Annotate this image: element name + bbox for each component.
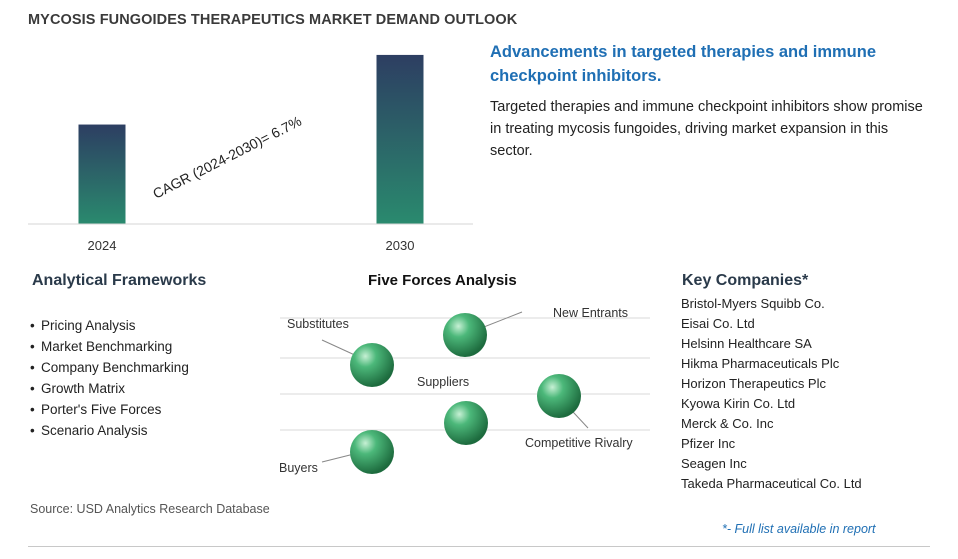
frameworks-title: Analytical Frameworks [32, 272, 207, 289]
highlight-body: Targeted therapies and immune checkpoint… [490, 99, 923, 159]
list-item: Seagen Inc [681, 456, 747, 471]
list-item: • Pricing Analysis [30, 318, 136, 333]
source-note: Source: USD Analytics Research Database [30, 502, 270, 516]
list-item: Takeda Pharmaceutical Co. Ltd [681, 476, 862, 491]
bottom-divider [28, 546, 930, 547]
buyers-label: Buyers [279, 461, 318, 475]
list-item: • Scenario Analysis [30, 423, 148, 438]
list-item: Merck & Co. Inc [681, 416, 774, 431]
list-item: Eisai Co. Ltd [681, 316, 755, 331]
page-title: MYCOSIS FUNGOIDES THERAPEUTICS MARKET DE… [28, 12, 518, 28]
substitutes-sphere [350, 343, 394, 387]
suppliers-sphere [444, 401, 488, 445]
new-entrants-label: New Entrants [553, 306, 628, 320]
x-tick-label: 2024 [88, 238, 117, 253]
list-item: • Growth Matrix [30, 381, 126, 396]
new-entrants-sphere [443, 313, 487, 357]
competitive-rivalry-sphere [537, 374, 581, 418]
highlight-title: Advancements in targeted therapies and i… [490, 43, 877, 85]
buyers-sphere [350, 430, 394, 474]
footnote: *- Full list available in report [722, 522, 876, 536]
list-item: Bristol-Myers Squibb Co. [681, 296, 825, 311]
list-item: Kyowa Kirin Co. Ltd [681, 396, 796, 411]
list-item: Hikma Pharmaceuticals Plc [681, 356, 840, 371]
bar-2030 [376, 54, 424, 225]
list-item: • Porter's Five Forces [30, 402, 162, 417]
bar-2024 [78, 124, 126, 224]
suppliers-label: Suppliers [417, 375, 469, 389]
list-item: Helsinn Healthcare SA [681, 336, 812, 351]
list-item: Pfizer Inc [681, 436, 736, 451]
x-tick-label: 2030 [386, 238, 415, 253]
competitive-rivalry-label: Competitive Rivalry [525, 436, 633, 450]
list-item: • Market Benchmarking [30, 339, 173, 354]
cagr-annotation: CAGR (2024-2030)= 6.7% [150, 113, 304, 202]
companies-title: Key Companies* [682, 272, 809, 289]
substitutes-label: Substitutes [287, 317, 349, 331]
five-forces-title: Five Forces Analysis [368, 272, 517, 289]
bar-chart: 2024 2030 CAGR (2024-2030)= 6.7% [28, 54, 473, 253]
list-item: • Company Benchmarking [30, 360, 189, 375]
list-item: Horizon Therapeutics Plc [681, 376, 826, 391]
companies-list: Bristol-Myers Squibb Co. Eisai Co. Ltd H… [681, 294, 862, 494]
five-forces-diagram: New Entrants Substitutes Suppliers Compe… [279, 306, 650, 475]
frameworks-list: • Pricing Analysis • Market Benchmarking •… [30, 315, 189, 441]
